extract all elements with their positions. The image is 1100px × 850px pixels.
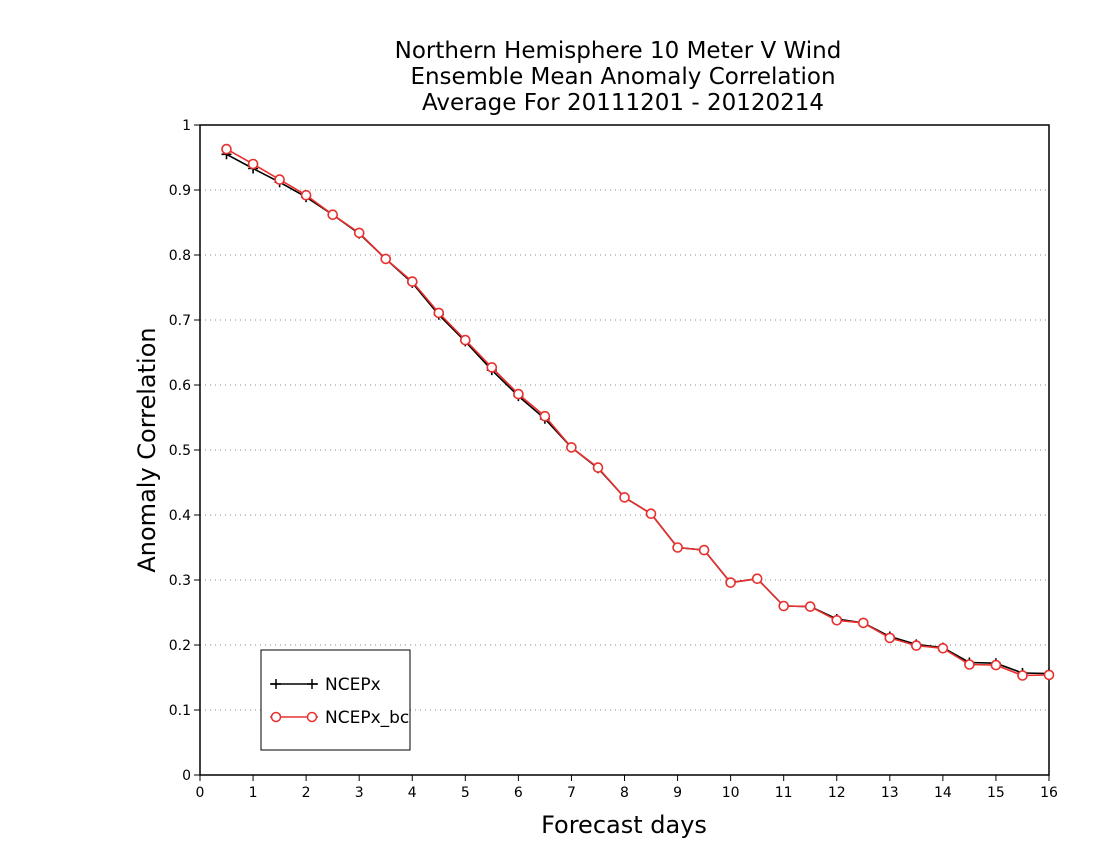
data-point-NCEPx_bc-14 [592, 462, 604, 473]
legend: NCEPx NCEPx_bc [260, 649, 411, 751]
chart-title: Northern Hemisphere 10 Meter V Wind Ense… [395, 38, 842, 116]
legend-entry-ncepx-bc: NCEPx_bc [270, 708, 409, 728]
x-axis: 0 1 2 3 4 5 6 7 8 9 10 11 12 13 14 15 16 [196, 775, 1058, 801]
data-point-NCEPx_bc-25 [884, 632, 896, 644]
x-tick-label-10: 10 [722, 785, 740, 801]
data-point-NCEPx_bc-23 [831, 614, 843, 626]
y-axis-label: Anomaly Correlation [133, 327, 161, 572]
y-tick-label-9: 0.9 [169, 183, 191, 199]
y-tick-label-4: 0.4 [169, 508, 191, 524]
data-point-NCEPx_bc-21 [778, 600, 790, 612]
y-tick-label-7: 0.7 [169, 313, 191, 329]
x-tick-label-4: 4 [408, 785, 417, 801]
legend-marker-plus-left [271, 679, 281, 689]
series-layer [221, 143, 1055, 681]
x-tick-label-1: 1 [249, 785, 258, 801]
legend-marker-plus-right [307, 679, 317, 689]
y-tick-label-3: 0.3 [169, 573, 191, 589]
data-point-NCEPx_bc-15 [619, 492, 630, 503]
data-point-NCEPx_bc-2 [274, 174, 285, 185]
grid-lines [200, 189, 1049, 711]
data-point-NCEPx_bc-9 [459, 334, 471, 346]
x-tick-label-6: 6 [514, 785, 523, 801]
x-tick-label-15: 15 [987, 785, 1005, 801]
data-point-NCEPx_bc-0 [221, 143, 232, 155]
x-tick-label-8: 8 [620, 785, 629, 801]
data-point-NCEPx_bc-22 [804, 601, 816, 612]
data-point-NCEPx_bc-20 [751, 573, 763, 585]
data-point-NCEPx_bc-26 [910, 640, 922, 651]
data-point-NCEPx_bc-31 [1043, 669, 1055, 681]
series-NCEPx_bc [221, 143, 1055, 681]
series-NCEPx [221, 149, 1054, 679]
data-point-NCEPx_bc-11 [513, 388, 524, 400]
y-tick-label-10: 1 [182, 118, 191, 134]
x-tick-label-0: 0 [196, 785, 205, 801]
x-tick-label-9: 9 [673, 785, 682, 801]
legend-label-ncepx: NCEPx [325, 675, 381, 695]
data-point-NCEPx_bc-13 [566, 442, 577, 453]
x-axis-label: Forecast days [541, 811, 707, 839]
data-point-NCEPx_bc-3 [300, 189, 312, 201]
y-tick-label-0: 0 [182, 768, 191, 784]
data-point-NCEPx_bc-18 [698, 544, 710, 556]
series-line-NCEPx [226, 153, 1050, 675]
title-line-2: Ensemble Mean Anomaly Correlation [410, 64, 835, 90]
data-point-NCEPx_bc-1 [247, 158, 259, 170]
data-point-NCEPx_bc-30 [1017, 670, 1028, 681]
legend-marker-circle-right [306, 711, 318, 723]
y-tick-label-8: 0.8 [169, 248, 191, 264]
data-point-NCEPx_bc-17 [672, 542, 683, 553]
x-tick-label-13: 13 [881, 785, 899, 801]
y-tick-label-5: 0.5 [169, 443, 191, 459]
y-tick-label-1: 0.1 [169, 703, 191, 719]
x-tick-label-2: 2 [302, 785, 311, 801]
data-point-NCEPx_bc-8 [433, 307, 445, 319]
y-tick-label-2: 0.2 [169, 638, 191, 654]
y-axis: 0 0.1 0.2 0.3 0.4 0.5 0.6 0.7 0.8 0.9 1 [169, 118, 200, 784]
x-tick-label-11: 11 [775, 785, 793, 801]
data-point-NCEPx_bc-12 [539, 410, 551, 422]
legend-entry-ncepx: NCEPx [270, 675, 381, 695]
series-line-NCEPx_bc [226, 148, 1050, 677]
data-point-NCEPx_bc-24 [857, 617, 869, 629]
data-point-NCEPx_bc-5 [353, 227, 365, 239]
data-point-NCEPx_bc-6 [380, 253, 392, 265]
x-tick-label-7: 7 [567, 785, 576, 801]
legend-box [260, 649, 411, 751]
x-tick-label-14: 14 [934, 785, 952, 801]
x-tick-label-5: 5 [461, 785, 470, 801]
data-point-NCEPx_bc-27 [937, 642, 949, 654]
data-point-NCEPx_bc-19 [725, 577, 736, 588]
data-point-NCEPx_bc-4 [327, 209, 339, 220]
x-tick-label-3: 3 [355, 785, 364, 801]
legend-label-ncepx-bc: NCEPx_bc [325, 708, 409, 728]
title-line-3: Average For 20111201 - 20120214 [422, 90, 824, 116]
data-point-NCEPx_bc-10 [486, 362, 498, 373]
y-tick-label-6: 0.6 [169, 378, 191, 394]
data-point-NCEPx_bc-28 [964, 659, 975, 670]
data-point-NCEPx_bc-29 [990, 659, 1002, 671]
data-point-NCEPx_bc-16 [645, 508, 657, 520]
legend-marker-circle-left [270, 711, 282, 723]
data-point-NCEPx_bc-7 [406, 276, 418, 287]
title-line-1: Northern Hemisphere 10 Meter V Wind [395, 38, 842, 64]
x-tick-label-16: 16 [1040, 785, 1058, 801]
x-tick-label-12: 12 [828, 785, 846, 801]
